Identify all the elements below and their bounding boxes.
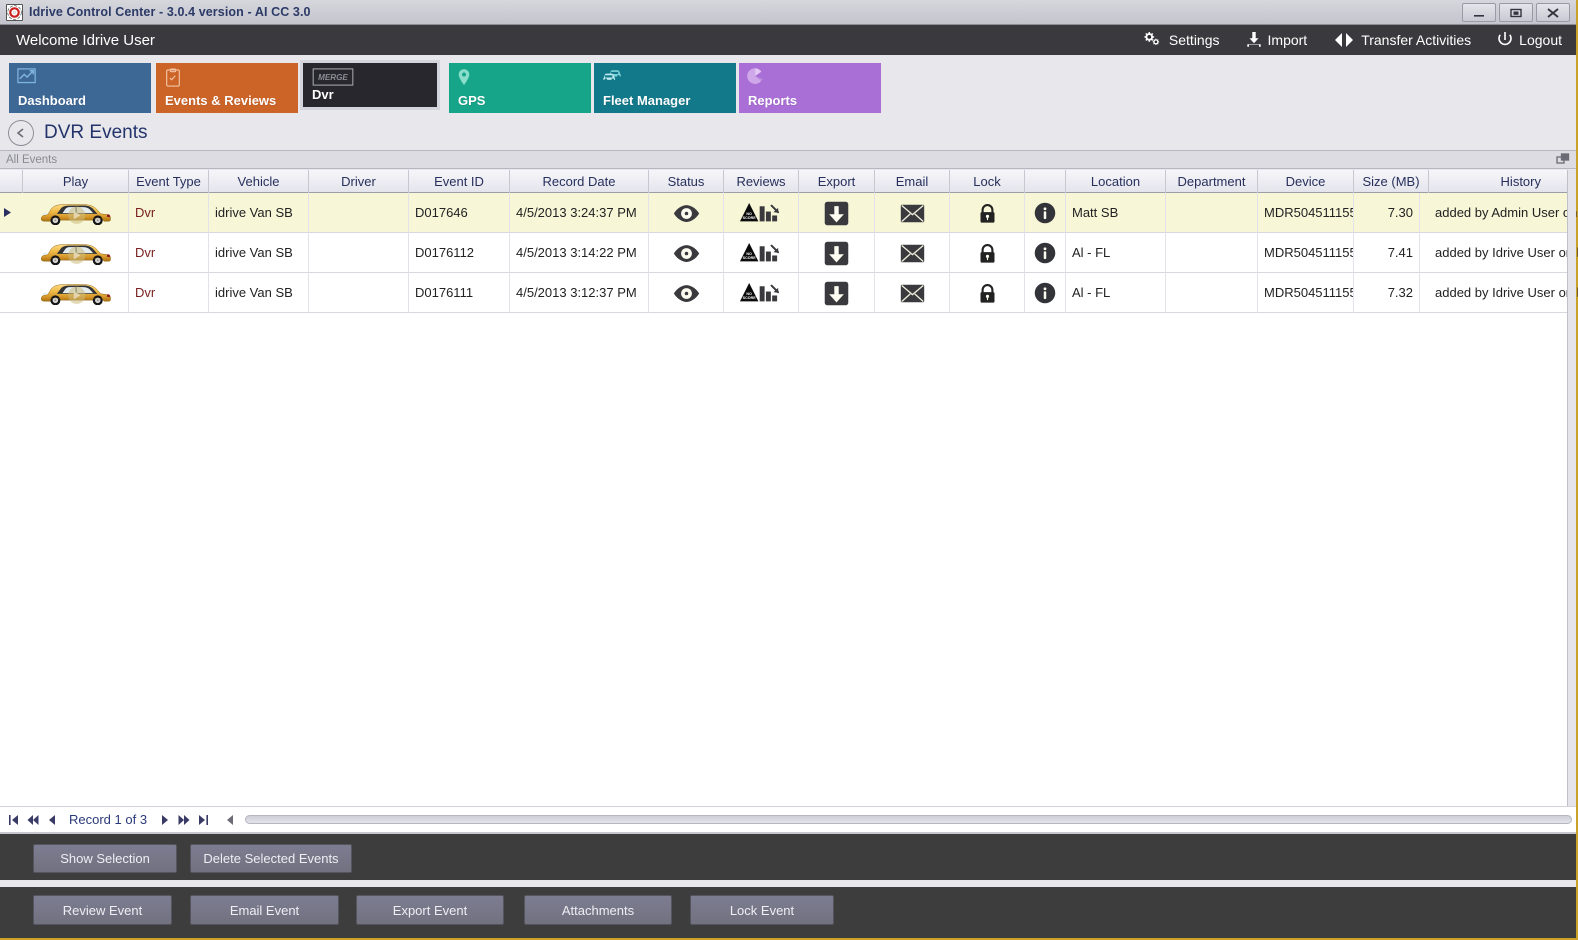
svg-text:MERGE: MERGE [318,73,348,82]
